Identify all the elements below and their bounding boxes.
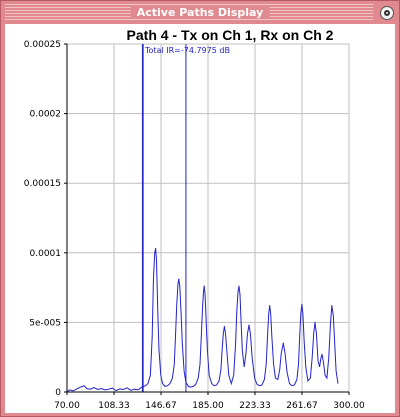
y-tick-labels: 0 5e-005 0.0001 0.00015 0.0002 0.00025 <box>24 40 61 398</box>
series-line <box>66 248 339 393</box>
x-tick-label: 185.00 <box>192 401 224 411</box>
close-icon[interactable] <box>380 6 394 20</box>
x-tick-label: 108.33 <box>98 401 130 411</box>
peak-point <box>282 342 284 344</box>
total-ir-annotation: Total IR=-74.7975 dB <box>145 46 230 55</box>
x-tick-labels: 70.00 108.33 146.67 185.00 223.33 261.67 300.0… <box>54 401 365 411</box>
peak-point <box>331 305 333 307</box>
peak-point <box>223 325 226 328</box>
x-tick-label: 261.67 <box>286 401 318 411</box>
y-tick-label: 0 <box>55 388 61 398</box>
y-tick-label: 0.0001 <box>30 249 62 259</box>
peak-point <box>321 353 323 356</box>
chart-area: 0 5e-005 0.0001 0.00015 0.0002 0.00025 70.00 1… <box>5 24 395 413</box>
peak-point <box>203 285 205 287</box>
marker-lines <box>141 44 187 392</box>
y-tick-label: 0.00025 <box>24 40 61 50</box>
peak-point <box>301 303 303 305</box>
peak-point <box>155 248 157 250</box>
title-bar[interactable]: Active Paths Display <box>5 4 395 22</box>
peak-point <box>314 321 316 323</box>
series-layer <box>66 248 339 393</box>
x-tick-label: 146.67 <box>145 401 177 411</box>
peak-point <box>238 285 240 287</box>
peak-point <box>248 324 250 326</box>
x-tick-label: 300.00 <box>333 401 365 411</box>
y-tick-label: 0.0002 <box>30 110 62 120</box>
y-tick-label: 0.00015 <box>24 179 61 189</box>
x-tick-label: 223.33 <box>239 401 271 411</box>
peak-point <box>269 305 271 307</box>
x-tick-label: 70.00 <box>54 401 80 411</box>
grid-lines <box>66 43 350 393</box>
window-title: Active Paths Display <box>130 6 270 19</box>
y-tick-label: 5e-005 <box>29 318 61 328</box>
peak-point <box>178 278 180 280</box>
chart-title: Path 4 - Tx on Ch 1, Rx on Ch 2 <box>126 27 334 43</box>
line-chart: 0 5e-005 0.0001 0.00015 0.0002 0.00025 70.00 1… <box>24 40 365 411</box>
close-icon-dot <box>384 10 390 16</box>
axes <box>64 43 350 395</box>
